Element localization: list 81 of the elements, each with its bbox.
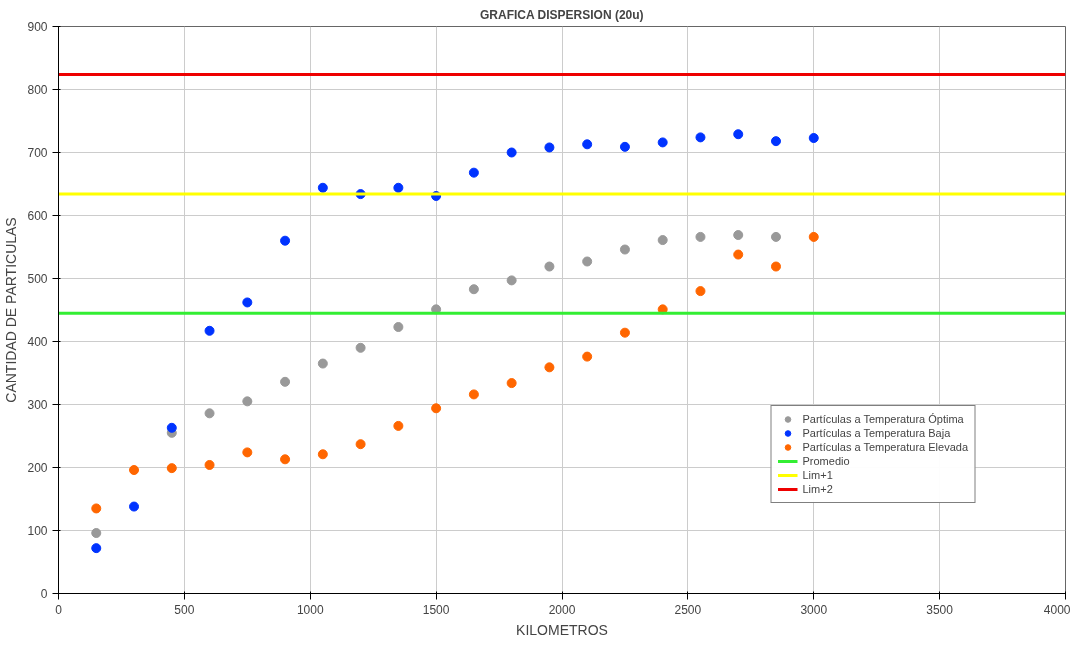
point bbox=[695, 132, 706, 143]
point bbox=[129, 501, 140, 512]
point bbox=[657, 235, 668, 246]
point bbox=[317, 449, 328, 460]
point bbox=[506, 378, 517, 389]
point bbox=[695, 231, 706, 242]
y-tick-label: 900 bbox=[27, 20, 48, 34]
point bbox=[468, 284, 479, 295]
x-tick-label: 2500 bbox=[674, 602, 702, 617]
point bbox=[770, 136, 781, 147]
y-tick-label: 600 bbox=[27, 209, 48, 223]
y-axis-title: CANTIDAD DE PARTICULAS bbox=[3, 217, 20, 403]
legend-label: Lim+1 bbox=[802, 468, 833, 482]
point bbox=[317, 358, 328, 369]
point bbox=[242, 297, 253, 308]
y-tick-label: 100 bbox=[27, 524, 48, 538]
y-tick-label: 400 bbox=[27, 335, 48, 349]
point bbox=[393, 420, 404, 431]
point bbox=[695, 286, 706, 297]
point bbox=[393, 322, 404, 332]
x-tick-label: 3000 bbox=[800, 602, 828, 617]
point bbox=[91, 543, 102, 554]
point bbox=[657, 137, 668, 148]
point bbox=[355, 439, 366, 450]
legend-label: Lim+2 bbox=[802, 482, 833, 496]
point bbox=[770, 231, 781, 242]
y-tick-label: 500 bbox=[27, 272, 48, 286]
point bbox=[393, 182, 404, 193]
point bbox=[204, 459, 215, 470]
x-tick-label: 3500 bbox=[926, 602, 954, 617]
x-tick-label: 1500 bbox=[422, 602, 450, 617]
point bbox=[242, 447, 253, 458]
point bbox=[808, 133, 819, 143]
point bbox=[280, 376, 291, 387]
point bbox=[619, 327, 630, 338]
point bbox=[166, 422, 177, 433]
x-tick-label: 0 bbox=[55, 602, 63, 617]
x-tick-label: 1000 bbox=[296, 602, 324, 617]
y-tick-label: 700 bbox=[27, 146, 48, 160]
x-tick-label: 4000 bbox=[1043, 602, 1071, 617]
point bbox=[280, 235, 291, 246]
point bbox=[506, 147, 517, 158]
point bbox=[506, 275, 517, 286]
chart-title: GRAFICA DISPERSION (20u) bbox=[479, 7, 644, 22]
point bbox=[544, 261, 555, 272]
point bbox=[544, 362, 555, 373]
legend-label: Partículas a Temperatura Óptima bbox=[802, 412, 964, 426]
x-axis-title: KILOMETROS bbox=[516, 621, 608, 638]
point bbox=[770, 261, 781, 272]
point bbox=[582, 139, 593, 150]
y-tick-label: 300 bbox=[27, 398, 48, 412]
point bbox=[733, 129, 744, 140]
point bbox=[582, 256, 593, 267]
point bbox=[355, 342, 366, 353]
legend-label: Partículas a Temperatura Elevada bbox=[802, 440, 968, 454]
point bbox=[317, 182, 328, 193]
legend-label: Partículas a Temperatura Baja bbox=[802, 426, 951, 440]
point bbox=[619, 244, 630, 255]
point bbox=[808, 231, 819, 242]
point bbox=[733, 230, 744, 241]
x-tick-label: 2000 bbox=[548, 602, 576, 617]
point bbox=[582, 351, 593, 362]
point bbox=[468, 167, 479, 178]
point bbox=[280, 454, 291, 465]
x-tick-label: 500 bbox=[174, 602, 195, 617]
point bbox=[242, 396, 253, 407]
point bbox=[204, 408, 215, 419]
point bbox=[204, 325, 215, 336]
point bbox=[166, 463, 177, 474]
point bbox=[733, 249, 744, 260]
point bbox=[91, 528, 102, 539]
legend-label: Promedio bbox=[802, 454, 850, 468]
y-tick-label: 200 bbox=[27, 461, 48, 475]
y-tick-label: 800 bbox=[27, 83, 48, 97]
y-tick-label: 0 bbox=[40, 587, 48, 601]
point bbox=[129, 465, 140, 476]
point bbox=[619, 141, 630, 152]
point bbox=[431, 403, 442, 414]
point bbox=[91, 503, 102, 514]
point bbox=[544, 142, 555, 153]
point bbox=[468, 389, 479, 400]
